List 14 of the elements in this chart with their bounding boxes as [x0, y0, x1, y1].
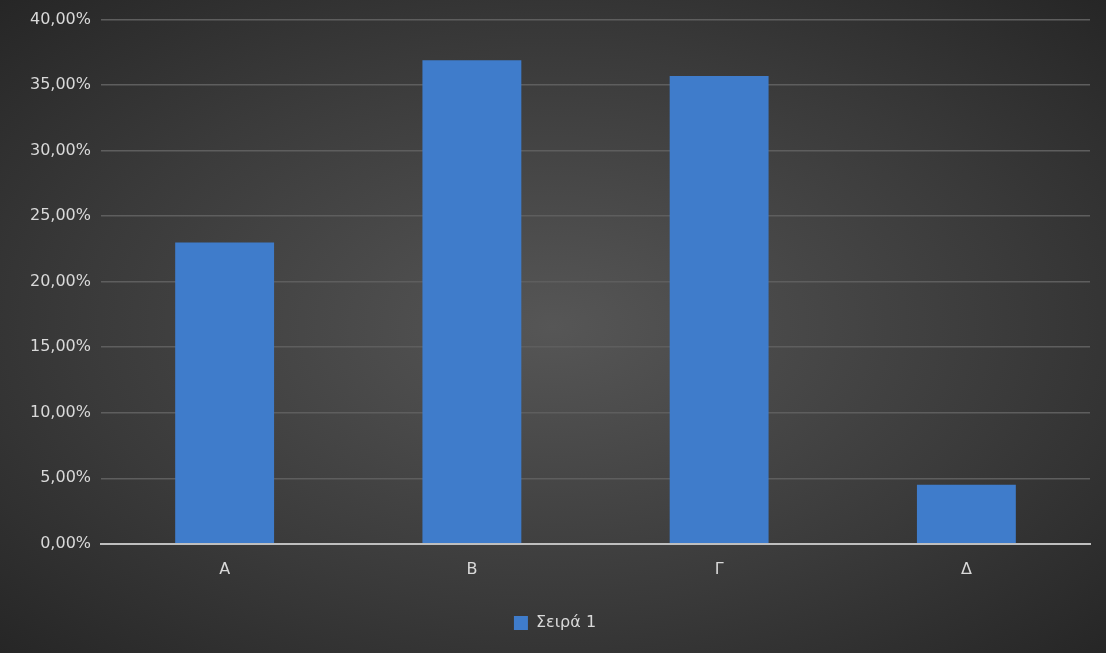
y-tick-label: 20,00% [29, 270, 92, 290]
x-tick-label: Β [466, 558, 478, 578]
y-tick-label: 10,00% [29, 401, 92, 421]
y-tick-label: 0,00% [40, 532, 92, 552]
y-tick-label: 5,00% [40, 467, 92, 487]
x-tick-label: Δ [960, 558, 972, 578]
y-tick-label: 35,00% [29, 74, 92, 94]
y-tick-label: 25,00% [29, 205, 92, 225]
y-tick-label: 30,00% [29, 139, 92, 159]
y-tick-label: 15,00% [29, 336, 92, 356]
y-tick-label: 40,00% [29, 8, 92, 28]
x-tick-label: Α [219, 558, 231, 578]
legend-label: Σειρά 1 [535, 612, 597, 632]
x-tick-label: Γ [714, 558, 724, 578]
